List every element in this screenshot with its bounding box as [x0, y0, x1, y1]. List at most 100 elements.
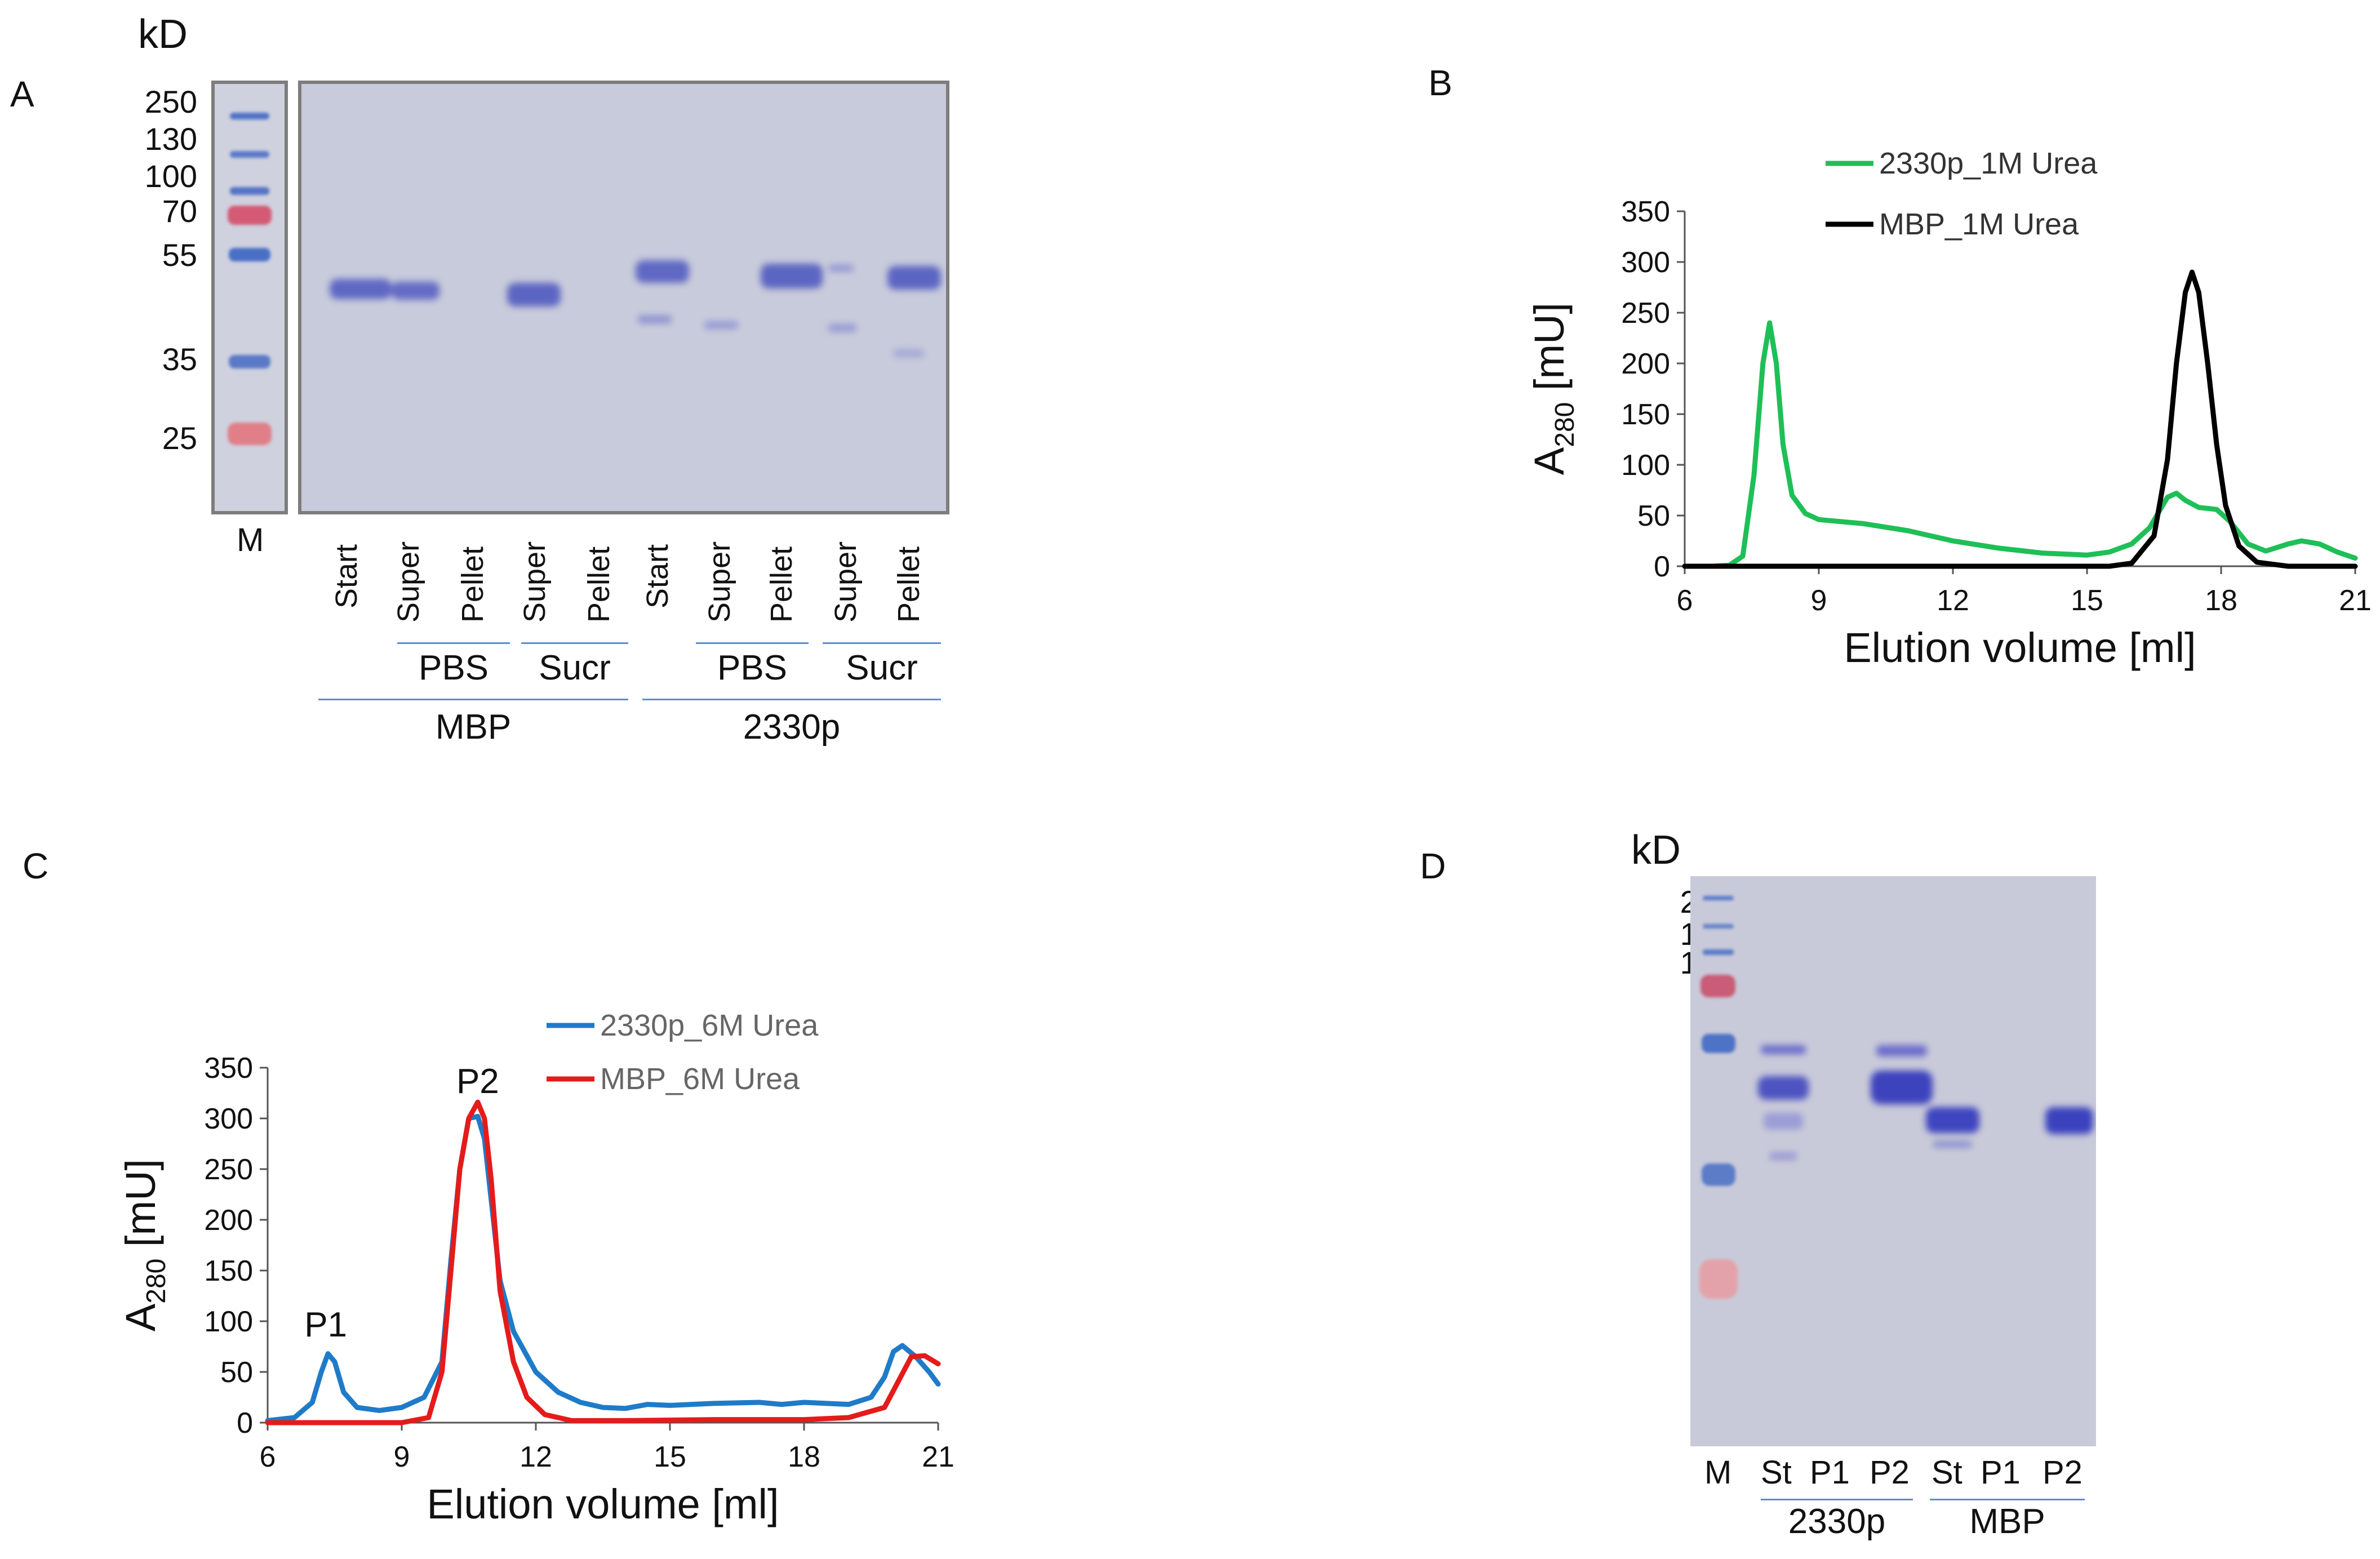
- peak-annotation: P1: [304, 1305, 347, 1344]
- chart-b: 0 50 100 150 200 250 300 350 6 9 12 15 18 21 Elution v…: [1526, 146, 2372, 671]
- gel-a-subgroup: PBS: [717, 649, 788, 687]
- gel-a-underline-pbs-mbp: [397, 642, 510, 644]
- y-tick-label: 50: [1637, 500, 1670, 532]
- x-axis-title: Elution volume [ml]: [427, 1481, 779, 1527]
- gel-a-underline-sucr-2330p: [823, 642, 941, 644]
- x-axis-title: Elution volume [ml]: [1844, 624, 2196, 671]
- y-axis-title-unit: [mU]: [1526, 303, 1573, 402]
- x-tick-label: 6: [1677, 584, 1693, 617]
- legend-label: 2330p_1M Urea: [1879, 146, 2098, 180]
- gel-a-marker-70: 70: [162, 193, 197, 229]
- x-tick-label: 12: [519, 1441, 552, 1473]
- gel-a-marker-25: 25: [162, 420, 197, 456]
- gel-d-marker-lane-label: M: [1704, 1454, 1732, 1491]
- gel-d-lane-label: P2: [1870, 1454, 1910, 1491]
- gel-a-group: MBP: [435, 708, 512, 747]
- gel-a-subgroup: PBS: [418, 649, 489, 687]
- gel-a-marker-55: 55: [162, 237, 197, 273]
- y-axis-title-unit: [mU]: [117, 1159, 164, 1259]
- gel-a-lane-label: Start: [641, 544, 674, 609]
- legend-label: MBP_6M Urea: [600, 1062, 800, 1096]
- legend-label: 2330p_6M Urea: [600, 1009, 819, 1042]
- y-axis-title-main: A: [1526, 447, 1573, 475]
- gel-d-lane-label: P2: [2042, 1454, 2082, 1491]
- x-tick-label: 18: [2205, 584, 2237, 617]
- x-tick-label: 21: [2339, 584, 2372, 617]
- y-tick-label: 250: [1621, 297, 1670, 330]
- y-axis-title: A280 [mU]: [1526, 303, 1580, 475]
- gel-d-lane-label: P1: [1981, 1454, 2021, 1491]
- panel-label-b: B: [1428, 63, 1453, 103]
- y-tick-label: 50: [220, 1356, 253, 1389]
- gel-d-main: [1690, 876, 2096, 1446]
- y-axis-title-main: A: [117, 1303, 164, 1331]
- y-axis-title: A280 [mU]: [117, 1159, 171, 1331]
- gel-d-unit: kD: [1631, 828, 1681, 873]
- gel-d-group: 2330p: [1788, 1502, 1886, 1541]
- gel-a-marker-lane-label: M: [237, 522, 264, 558]
- gel-a-lane-label: Pellet: [765, 546, 798, 623]
- gel-a-image: [211, 81, 949, 514]
- gel-a-marker-130: 130: [144, 121, 197, 157]
- gel-d-image: [1690, 876, 2096, 1446]
- gel-a-underline-pbs-2330p-line: [696, 642, 809, 644]
- x-tick-label: 21: [922, 1441, 954, 1473]
- gel-a-lane-label: Super: [392, 541, 425, 623]
- gel-a-subgroup: Sucr: [539, 649, 611, 687]
- gel-a-subgroup: Sucr: [846, 649, 918, 687]
- gel-a-lane-label: Super: [703, 541, 736, 623]
- panel-label-d: D: [1420, 846, 1446, 886]
- y-tick-label: 0: [1654, 550, 1670, 583]
- gel-a-underline-2330p: [642, 699, 941, 700]
- gel-a-unit: kD: [138, 12, 188, 57]
- y-tick-label: 100: [204, 1305, 253, 1338]
- y-axis-title-sub: 280: [1550, 402, 1580, 447]
- gel-a-marker-35: 35: [162, 341, 197, 377]
- gel-a-marker-lane: [211, 81, 288, 514]
- y-tick-label: 300: [1621, 246, 1670, 279]
- series-line: [265, 1113, 941, 1423]
- gel-a-marker-250: 250: [144, 84, 197, 119]
- gel-a-lane-label: Super: [518, 541, 552, 623]
- panel-label-a: A: [10, 74, 34, 114]
- legend-label: MBP_1M Urea: [1879, 207, 2079, 241]
- gel-d-underline-2330p: [1761, 1499, 1913, 1500]
- y-tick-label: 350: [1621, 196, 1670, 228]
- y-tick-label: 150: [1621, 398, 1670, 431]
- gel-d-group: MBP: [1969, 1502, 2045, 1541]
- gel-a-underline-mbp: [318, 699, 628, 700]
- gel-a-group: 2330p: [743, 708, 841, 747]
- y-tick-label: 150: [204, 1255, 253, 1287]
- gel-a-lane-label: Pellet: [582, 546, 616, 623]
- y-tick-label: 200: [204, 1204, 253, 1237]
- gel-a-lane-label: Super: [829, 541, 863, 623]
- series-line: [1682, 320, 2358, 569]
- gel-d-underline-mbp: [1930, 1499, 2085, 1500]
- gel-a-underline-sucr-mbp: [521, 642, 628, 644]
- y-tick-label: 200: [1621, 348, 1670, 380]
- y-tick-label: 100: [1621, 449, 1670, 482]
- y-tick-label: 250: [204, 1153, 253, 1186]
- x-tick-label: 15: [2071, 584, 2103, 617]
- panel-label-c: C: [23, 846, 49, 886]
- gel-a-lane-label: Pellet: [456, 546, 490, 623]
- gel-d-lane-label: St: [1761, 1454, 1792, 1491]
- gel-d-lane-label: P1: [1810, 1454, 1850, 1491]
- series-line: [265, 1099, 941, 1425]
- gel-a-marker-100: 100: [144, 158, 197, 194]
- gel-a-lane-label: Start: [330, 544, 363, 609]
- x-tick-label: 18: [788, 1441, 820, 1473]
- y-tick-label: 300: [204, 1103, 253, 1135]
- y-tick-label: 0: [237, 1407, 253, 1440]
- series-line: [1682, 269, 2358, 569]
- gel-a-lane-label: Pellet: [892, 546, 926, 623]
- chart-c: 0 50 100 150 200 250 300 350 6 9 12 15 18 21 Elution v…: [117, 1009, 954, 1527]
- x-tick-label: 9: [1811, 584, 1827, 617]
- x-tick-label: 15: [654, 1441, 686, 1473]
- y-tick-label: 350: [204, 1052, 253, 1085]
- peak-annotation: P2: [456, 1062, 499, 1101]
- x-tick-label: 9: [394, 1441, 410, 1473]
- gel-d-lane-label: St: [1931, 1454, 1962, 1491]
- x-tick-label: 12: [1937, 584, 1969, 617]
- x-tick-label: 6: [260, 1441, 276, 1473]
